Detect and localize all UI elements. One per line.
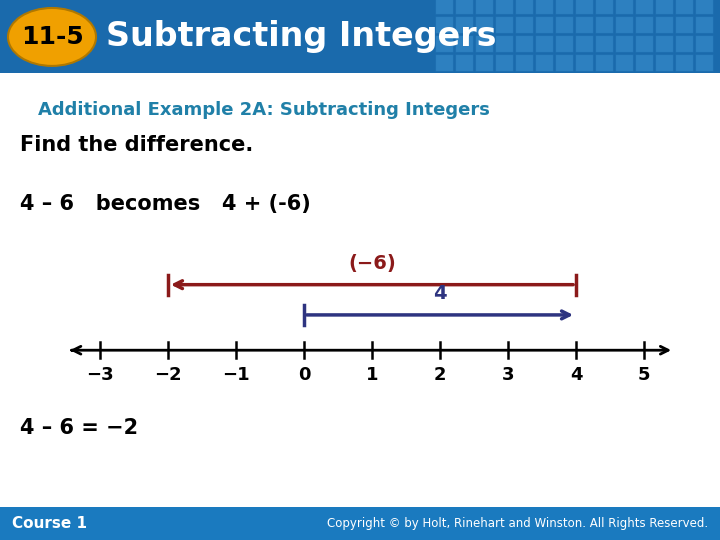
Text: 4: 4: [433, 284, 447, 303]
Text: Additional Example 2A: Subtracting Integers: Additional Example 2A: Subtracting Integ…: [38, 101, 490, 119]
Bar: [515, 35, 533, 52]
Bar: [555, 54, 573, 71]
Bar: [655, 54, 673, 71]
Text: 11-5: 11-5: [21, 25, 84, 49]
Text: 3: 3: [502, 366, 514, 384]
Text: 4: 4: [570, 366, 582, 384]
Bar: [655, 16, 673, 33]
Bar: [655, 0, 673, 14]
Bar: [595, 54, 613, 71]
Text: 2: 2: [433, 366, 446, 384]
Bar: [475, 54, 493, 71]
Text: 4 – 6   becomes   4 + (-6): 4 – 6 becomes 4 + (-6): [20, 194, 311, 214]
Bar: [655, 35, 673, 52]
Bar: [675, 0, 693, 14]
Bar: [635, 54, 653, 71]
Text: −2: −2: [154, 366, 182, 384]
Text: Course 1: Course 1: [12, 516, 87, 531]
Bar: [555, 0, 573, 14]
Bar: [535, 0, 553, 14]
Text: Subtracting Integers: Subtracting Integers: [106, 21, 497, 53]
Bar: [595, 16, 613, 33]
Bar: [615, 16, 633, 33]
Bar: [575, 54, 593, 71]
Bar: [575, 0, 593, 14]
Bar: [555, 16, 573, 33]
Bar: [455, 0, 473, 14]
Bar: [575, 35, 593, 52]
Bar: [635, 0, 653, 14]
Bar: [515, 54, 533, 71]
Bar: [535, 16, 553, 33]
Text: −3: −3: [86, 366, 114, 384]
Bar: [595, 35, 613, 52]
Bar: [435, 35, 453, 52]
Bar: [695, 16, 713, 33]
Bar: [535, 35, 553, 52]
Bar: [595, 0, 613, 14]
Bar: [575, 16, 593, 33]
Text: Copyright © by Holt, Rinehart and Winston. All Rights Reserved.: Copyright © by Holt, Rinehart and Winsto…: [327, 517, 708, 530]
Bar: [475, 0, 493, 14]
Bar: [455, 16, 473, 33]
Bar: [515, 0, 533, 14]
Bar: [495, 35, 513, 52]
Text: 5: 5: [638, 366, 650, 384]
Bar: [495, 54, 513, 71]
Bar: [435, 54, 453, 71]
Bar: [615, 35, 633, 52]
Bar: [695, 0, 713, 14]
Text: 4 – 6 = −2: 4 – 6 = −2: [20, 418, 138, 438]
Bar: [475, 35, 493, 52]
Bar: [675, 35, 693, 52]
Ellipse shape: [8, 8, 96, 66]
Bar: [635, 16, 653, 33]
Bar: [535, 54, 553, 71]
Bar: [675, 16, 693, 33]
Bar: [675, 54, 693, 71]
Text: 1: 1: [366, 366, 378, 384]
Bar: [555, 35, 573, 52]
Bar: [635, 35, 653, 52]
Bar: [695, 54, 713, 71]
Bar: [495, 0, 513, 14]
Bar: [695, 35, 713, 52]
Bar: [455, 54, 473, 71]
Text: −1: −1: [222, 366, 250, 384]
Text: (−6): (−6): [348, 254, 396, 273]
Bar: [615, 54, 633, 71]
Bar: [435, 16, 453, 33]
Bar: [495, 16, 513, 33]
Bar: [435, 0, 453, 14]
Bar: [455, 35, 473, 52]
Bar: [515, 16, 533, 33]
Text: Find the difference.: Find the difference.: [20, 136, 253, 156]
Bar: [615, 0, 633, 14]
Text: 0: 0: [298, 366, 310, 384]
Bar: [475, 16, 493, 33]
